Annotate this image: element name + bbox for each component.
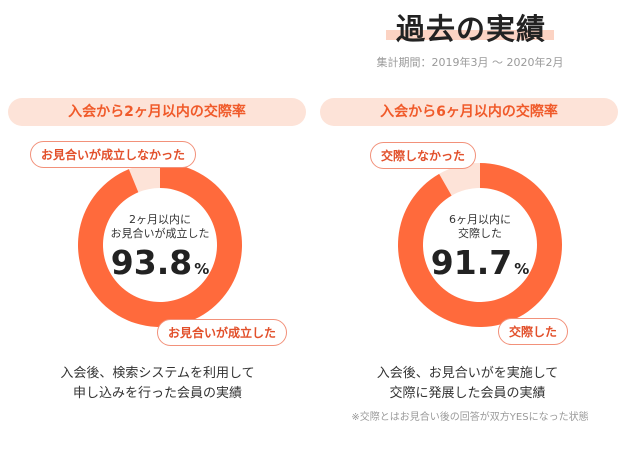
chart1-description-line-2: 申し込みを行った会員の実績 bbox=[72, 386, 242, 401]
chart1-callout-major: お見合いが成立した bbox=[157, 319, 288, 346]
chart2-center-label-2: 交際した bbox=[458, 227, 502, 240]
chart1-slice-major bbox=[77, 163, 242, 327]
chart2-percent-unit: % bbox=[514, 260, 530, 278]
chart2-note: ※交際とはお見合い後の回答が双方YESになった状態 bbox=[351, 412, 589, 423]
chart1-callout-minor: お見合いが成立しなかった bbox=[30, 141, 197, 168]
chart2-description-line-1: 入会後、お見合いがを実施して bbox=[376, 366, 559, 381]
chart2-slice-minor bbox=[439, 163, 480, 196]
chart2-percent-value: 91.7% bbox=[415, 243, 545, 282]
chart1-slice-minor bbox=[128, 163, 160, 193]
chart1-center-label-2: お見合いが成立した bbox=[110, 227, 210, 240]
chart2-title: 入会から6ヶ月以内の交際率 bbox=[320, 98, 618, 126]
chart1-percent-unit: % bbox=[194, 260, 210, 278]
chart2-description-line-2: 交際に発展した会員の実績 bbox=[389, 386, 546, 401]
chart1-center-label-1: 2ヶ月以内に bbox=[129, 213, 191, 226]
chart1-title: 入会から2ヶ月以内の交際率 bbox=[8, 98, 306, 126]
chart2-callout-major: 交際した bbox=[498, 318, 569, 345]
chart1-percent-number: 93.8 bbox=[110, 243, 193, 282]
chart2-donut bbox=[398, 163, 562, 327]
chart2-description: 入会後、お見合いがを実施して 交際に発展した会員の実績 bbox=[350, 364, 585, 404]
page-title: 過去の実績 bbox=[395, 12, 546, 46]
chart1-donut bbox=[77, 163, 242, 327]
chart2-center-label-1: 6ヶ月以内に bbox=[449, 213, 511, 226]
period-text: 集計期間：2019年3月 〜 2020年2月 bbox=[376, 56, 564, 69]
chart2-slice-major bbox=[398, 163, 562, 327]
chart2-percent-number: 91.7 bbox=[430, 243, 513, 282]
chart1-percent-value: 93.8% bbox=[95, 243, 225, 282]
chart1-description: 入会後、検索システムを利用して 申し込みを行った会員の実績 bbox=[40, 364, 275, 404]
chart2-callout-minor: 交際しなかった bbox=[370, 142, 477, 169]
chart1-description-line-1: 入会後、検索システムを利用して bbox=[60, 366, 255, 381]
